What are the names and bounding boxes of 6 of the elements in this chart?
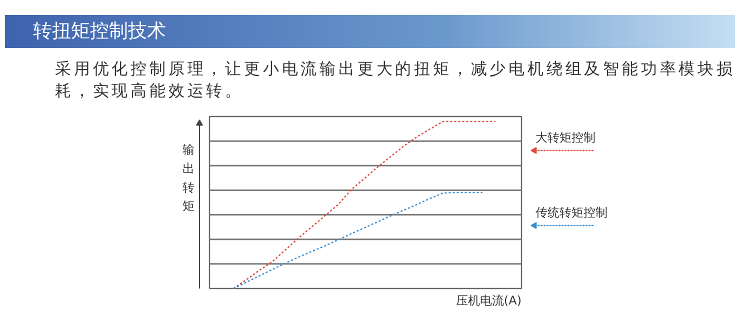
x-axis-title: 压机电流(A) — [456, 294, 522, 308]
y-axis-title: 输出转矩 — [182, 142, 194, 214]
text: 大转矩控制 — [536, 130, 596, 144]
chart-subtitle: 采用优化控制原理，让更小电流输出更大的扭矩，减少电机绕组及智能功率模块损耗，实现高能效运转。 — [55, 58, 736, 102]
chart-title: 转扭矩控制技术 — [33, 19, 166, 44]
text: 传统转矩控制 — [536, 206, 608, 220]
